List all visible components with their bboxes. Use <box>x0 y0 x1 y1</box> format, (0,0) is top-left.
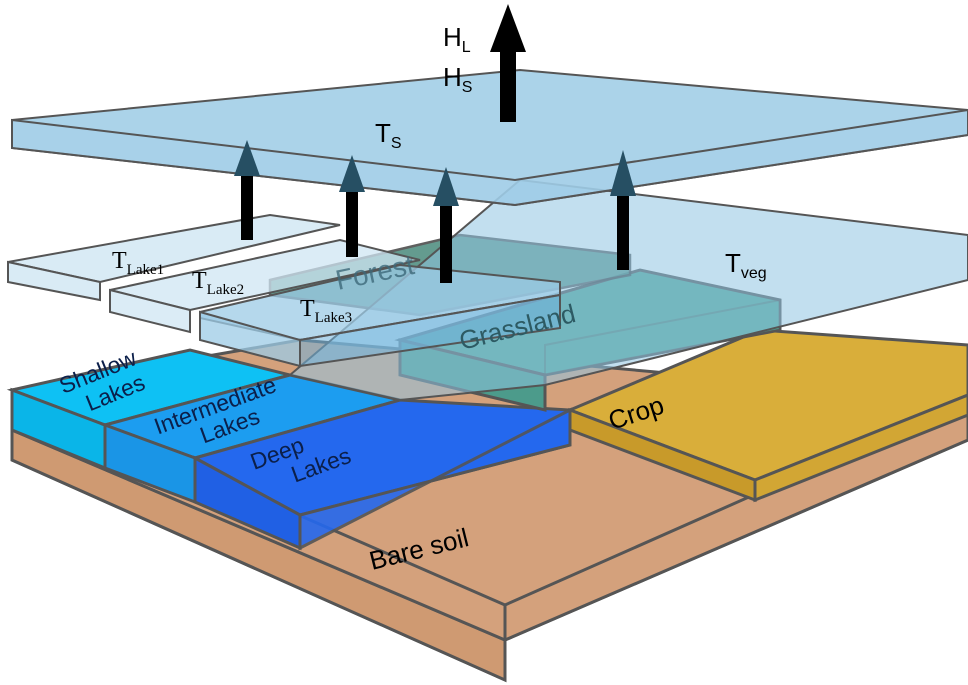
small-flux-arrows <box>234 140 636 283</box>
surface-flux-arrow <box>490 4 526 122</box>
lake3-temperature-label: TLake3 <box>300 296 352 326</box>
lake2-flux-arrow <box>339 155 365 257</box>
lake3-temperature-layer <box>199 263 561 368</box>
surface-temperature-label: TS <box>375 118 402 152</box>
surface-temperature-layer <box>11 68 968 207</box>
intermediate-lakes-tile <box>100 373 401 505</box>
lake1-flux-arrow <box>234 140 260 240</box>
vegetation-flux-arrow <box>610 150 636 270</box>
lake2-temperature-label: TLake2 <box>192 268 244 298</box>
vegetation-temperature-label: Tveg <box>725 248 767 282</box>
lake1-temperature-layer <box>7 213 341 302</box>
lake3-flux-arrow <box>433 167 459 283</box>
sensible-heat-label: HS <box>443 62 472 96</box>
lake1-temperature-label: TLake1 <box>112 248 164 278</box>
lake2-temperature-layer <box>109 238 421 334</box>
latent-heat-label: HL <box>443 22 471 56</box>
deep-lakes-tile <box>191 398 572 551</box>
